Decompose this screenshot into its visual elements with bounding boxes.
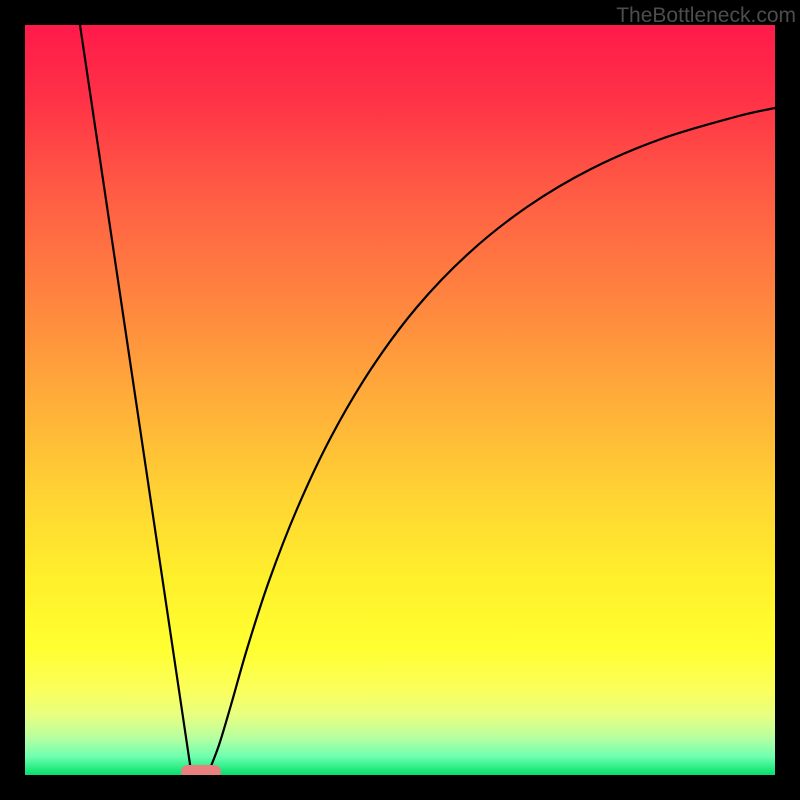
watermark-text: TheBottleneck.com — [616, 4, 796, 28]
optimum-marker — [181, 765, 221, 775]
plot-area — [25, 25, 775, 775]
bottleneck-curve — [25, 25, 775, 775]
